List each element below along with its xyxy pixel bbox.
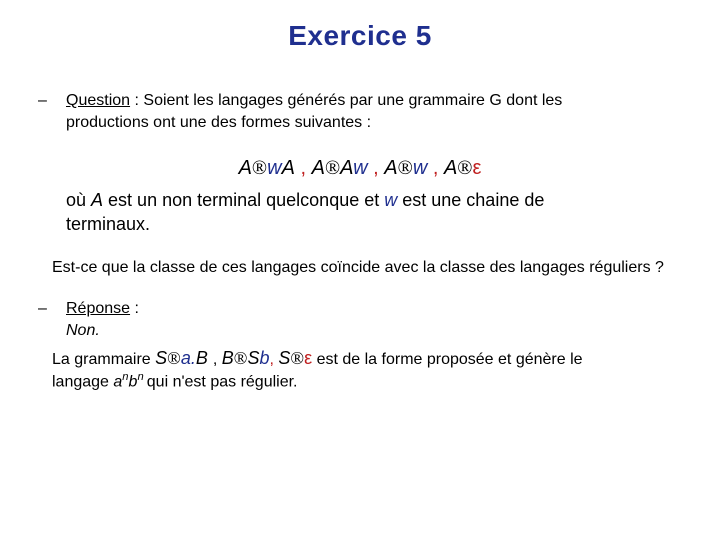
reponse-non: Non. bbox=[66, 322, 100, 339]
bullet-dash-icon: – bbox=[38, 90, 66, 133]
g2-arrow-icon: ® bbox=[234, 348, 248, 368]
g1-S: S bbox=[155, 348, 167, 368]
arrow2-icon: ® bbox=[325, 157, 340, 179]
prod2-A: A bbox=[312, 157, 325, 179]
formula-explain: où A est un non terminal quelconque et w… bbox=[38, 188, 682, 237]
g2-b: b bbox=[260, 348, 270, 368]
reponse-sep: : bbox=[130, 300, 139, 317]
prod2-w: w bbox=[353, 157, 367, 179]
g3-S: S bbox=[278, 348, 290, 368]
question2: Est-ce que la classe de ces langages coï… bbox=[38, 257, 682, 279]
g1-a: a. bbox=[181, 348, 196, 368]
prod1-w: w bbox=[267, 157, 281, 179]
explain-w: w bbox=[384, 190, 397, 210]
prod3-w: w bbox=[413, 157, 427, 179]
rline2-prefix: langage bbox=[52, 373, 113, 390]
rline-mid: est de la forme proposée et génère le bbox=[312, 351, 582, 368]
explain-mid2: est une chaine de bbox=[397, 190, 544, 210]
question-text: Question : Soient les langages générés p… bbox=[66, 90, 682, 133]
question-label: Question bbox=[66, 92, 130, 109]
explain-A: A bbox=[91, 190, 103, 210]
reponse-detail: La grammaire S®a.B , B®Sb, S®ε est de la… bbox=[38, 346, 682, 394]
rline-prefix: La grammaire bbox=[52, 351, 155, 368]
g1-arrow-icon: ® bbox=[167, 348, 181, 368]
question-line1: Soient les langages générés par une gram… bbox=[143, 92, 562, 109]
prod2: A®Aw bbox=[312, 157, 374, 179]
prod1-tail: A bbox=[282, 157, 295, 179]
g2-B: B bbox=[222, 348, 234, 368]
g3-arrow-icon: ® bbox=[290, 348, 304, 368]
question-block: – Question : Soient les langages générés… bbox=[38, 90, 682, 133]
prod4-eps: ε bbox=[473, 157, 482, 179]
slide-title: Exercice 5 bbox=[0, 0, 720, 52]
prod2-tail: A bbox=[340, 157, 353, 179]
explain-line2: terminaux. bbox=[66, 214, 150, 234]
prod3: A®w bbox=[384, 157, 433, 179]
production-formulas: A®wA , A®Aw , A®w , A®ε bbox=[38, 155, 682, 182]
prod4: A®ε bbox=[444, 157, 481, 179]
reponse-label: Réponse bbox=[66, 300, 130, 317]
g1-B: B bbox=[196, 348, 213, 368]
g3-eps: ε bbox=[304, 348, 312, 368]
prod4-A: A bbox=[444, 157, 457, 179]
rline2-suffix: qui n'est pas régulier. bbox=[147, 373, 298, 390]
question-line2: productions ont une des formes suivantes… bbox=[66, 114, 371, 131]
slide-body: – Question : Soient les langages générés… bbox=[0, 52, 720, 393]
prod3-A: A bbox=[384, 157, 397, 179]
prod1: A®wA bbox=[239, 157, 301, 179]
reponse-block: – Réponse : Non. bbox=[38, 298, 682, 341]
lang-n2: n bbox=[137, 371, 146, 383]
explain-prefix: où bbox=[66, 190, 91, 210]
g2-S: S bbox=[247, 348, 259, 368]
arrow3-icon: ® bbox=[398, 157, 413, 179]
bullet-dash2-icon: – bbox=[38, 298, 66, 341]
lang-a: a bbox=[113, 373, 122, 390]
arrow4-icon: ® bbox=[457, 157, 472, 179]
comma2: , bbox=[373, 157, 379, 179]
reponse-content: Réponse : Non. bbox=[66, 298, 682, 341]
slide: Exercice 5 – Question : Soient les langa… bbox=[0, 0, 720, 540]
explain-mid1: est un non terminal quelconque et bbox=[103, 190, 384, 210]
prod1-A: A bbox=[239, 157, 252, 179]
question-sep: : bbox=[130, 92, 143, 109]
arrow-icon: ® bbox=[252, 157, 267, 179]
gcomma1: , bbox=[213, 351, 222, 368]
